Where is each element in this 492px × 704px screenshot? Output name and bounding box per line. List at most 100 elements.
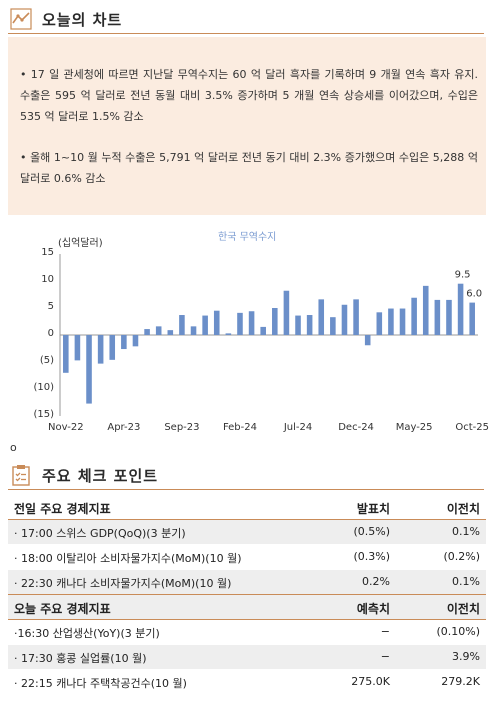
bar-Aug-25: [446, 299, 452, 335]
data-label: 6.0: [466, 289, 482, 300]
table-row: · 22:30 캐나다 소비자물가지수(MoM)(10 월) 0.2% 0.1%: [8, 569, 486, 594]
checkpoint-section-title: 주요 체크 포인트: [42, 467, 159, 485]
indicator-previous: (0.10%): [436, 625, 480, 638]
summary-bullet: • 올해 1~10 월 누적 수출은 5,791 억 달러로 전년 동기 대비 …: [20, 147, 478, 189]
indicator-name: ·16:30 산업생산(YoY)(3 분기): [14, 627, 160, 640]
indicator-previous: (0.2%): [443, 550, 480, 563]
indicator-name: · 17:30 홍콩 실업률(10 월): [14, 652, 147, 665]
chart-title: 한국 무역수지: [218, 232, 277, 243]
header-label: 오늘 주요 경제지표: [14, 602, 111, 616]
section-divider: [8, 489, 484, 490]
bar-Feb-25: [376, 312, 383, 335]
bar-Aug-23: [167, 330, 174, 335]
chart-section-header: 오늘의 차트: [8, 6, 484, 34]
bullet-dot: •: [20, 151, 31, 164]
indicator-name: · 22:15 캐나다 주택착공건수(10 월): [14, 677, 187, 690]
bar-Jul-24: [295, 315, 301, 335]
header-forecast: 예측치: [356, 602, 390, 616]
indicator-name: · 22:30 캐나다 소비자물가지수(MoM)(10 월): [14, 577, 232, 590]
bar-Nov-23: [202, 315, 208, 335]
bar-Jul-23: [155, 326, 162, 335]
bar-Sep-24: [318, 299, 325, 335]
indicator-forecast: −: [380, 650, 390, 663]
table-row: · 17:30 홍콩 실업률(10 월) − 3.9%: [8, 644, 486, 669]
bar-Jun-25: [422, 285, 429, 335]
indicator-previous: 0.1%: [452, 575, 480, 588]
indicator-name: · 17:00 스위스 GDP(QoQ)(3 분기): [14, 527, 186, 540]
checklist-icon: [12, 465, 30, 486]
bar-Apr-24: [260, 326, 266, 335]
section-divider: [8, 33, 484, 34]
y-tick-label: (15): [33, 409, 54, 420]
x-tick-label: Dec-24: [338, 422, 374, 433]
bar-Oct-25: [469, 302, 475, 335]
y-tick-label: 15: [41, 247, 54, 258]
summary-bullet-text: 17 일 관세청에 따르면 지난달 무역수지는 60 억 달러 흑자를 기록하며…: [20, 68, 478, 123]
header-previous: 이전치: [446, 502, 480, 516]
bar-Oct-24: [330, 317, 336, 335]
y-tick-label: 0: [47, 328, 54, 339]
bar-Apr-23: [121, 335, 127, 350]
indicator-previous: 279.2K: [441, 675, 480, 688]
bar-Oct-23: [190, 326, 197, 335]
bar-Mar-23: [109, 335, 116, 360]
table-row: ·16:30 산업생산(YoY)(3 분기) − (0.10%): [8, 620, 486, 644]
bar-Feb-23: [97, 335, 104, 364]
bar-Nov-24: [341, 304, 348, 335]
x-tick-label: Sep-23: [164, 422, 200, 433]
summary-bullet-text: 올해 1~10 월 누적 수출은 5,791 억 달러로 전년 동기 대비 2.…: [20, 151, 478, 185]
table-header-today: 오늘 주요 경제지표 예측치 이전치: [8, 594, 486, 620]
bar-Sep-23: [179, 315, 185, 335]
x-tick-label: Feb-24: [222, 422, 257, 433]
indicator-name: · 18:00 이탈리아 소비자물가지수(MoM)(10 월): [14, 552, 242, 565]
x-tick-label: Jul-24: [283, 422, 313, 433]
x-tick-label: May-25: [395, 422, 433, 433]
bar-Aug-24: [306, 315, 313, 335]
chart-section-title: 오늘의 차트: [42, 11, 123, 29]
bar-Jan-23: [86, 335, 92, 404]
stray-mark: o: [10, 441, 17, 454]
bar-Jun-24: [283, 290, 290, 335]
indicator-table: 전일 주요 경제지표 발표치 이전치 · 17:00 스위스 GDP(QoQ)(…: [8, 495, 486, 694]
bullet-dot: •: [20, 68, 31, 81]
indicator-forecast: −: [380, 625, 390, 638]
indicator-previous: 3.9%: [452, 650, 480, 663]
indicator-actual: 0.2%: [362, 575, 390, 588]
bar-Jul-25: [434, 299, 441, 335]
indicator-actual: (0.5%): [353, 525, 390, 538]
y-tick-label: 5: [47, 301, 54, 312]
y-tick-label: (5): [39, 355, 54, 366]
summary-box: • 17 일 관세청에 따르면 지난달 무역수지는 60 억 달러 흑자를 기록…: [8, 37, 486, 215]
y-tick-label: (10): [33, 382, 54, 393]
header-previous: 이전치: [446, 602, 480, 616]
x-tick-label: Nov-22: [48, 422, 84, 433]
indicator-actual: (0.3%): [353, 550, 390, 563]
header-actual: 발표치: [356, 502, 390, 516]
x-tick-label: Apr-23: [107, 422, 141, 433]
table-row: · 18:00 이탈리아 소비자물가지수(MoM)(10 월) (0.3%) (…: [8, 544, 486, 569]
summary-bullet: • 17 일 관세청에 따르면 지난달 무역수지는 60 억 달러 흑자를 기록…: [20, 64, 478, 127]
bar-Mar-24: [248, 311, 255, 335]
table-row: · 22:15 캐나다 주택착공건수(10 월) 275.0K 279.2K: [8, 669, 486, 694]
bar-May-25: [411, 297, 417, 335]
table-header-yesterday: 전일 주요 경제지표 발표치 이전치: [8, 495, 486, 520]
bar-May-23: [132, 335, 139, 347]
bar-Dec-22: [74, 335, 81, 361]
y-tick-label: 10: [41, 274, 54, 285]
bar-Sep-25: [457, 283, 464, 335]
line-chart-icon: [10, 8, 32, 30]
header-label: 전일 주요 경제지표: [14, 502, 111, 516]
bar-Jun-23: [144, 329, 150, 335]
table-row: · 17:00 스위스 GDP(QoQ)(3 분기) (0.5%) 0.1%: [8, 520, 486, 544]
checkpoint-section-header: 주요 체크 포인트: [8, 462, 484, 490]
bar-Nov-22: [63, 335, 69, 373]
trade-balance-chart: 한국 무역수지 (십억달러) 15 10 5 0 (5) (10) (15) 9.5 6.0 …: [8, 220, 489, 440]
chart-plot: 9.5 6.0: [59, 254, 482, 416]
y-axis-label: (십억달러): [58, 238, 103, 249]
bar-Jan-25: [364, 335, 371, 346]
bar-Apr-25: [399, 308, 406, 335]
bar-Dec-24: [353, 299, 359, 335]
indicator-forecast: 275.0K: [351, 675, 390, 688]
indicator-previous: 0.1%: [452, 525, 480, 538]
data-label: 9.5: [455, 270, 471, 281]
